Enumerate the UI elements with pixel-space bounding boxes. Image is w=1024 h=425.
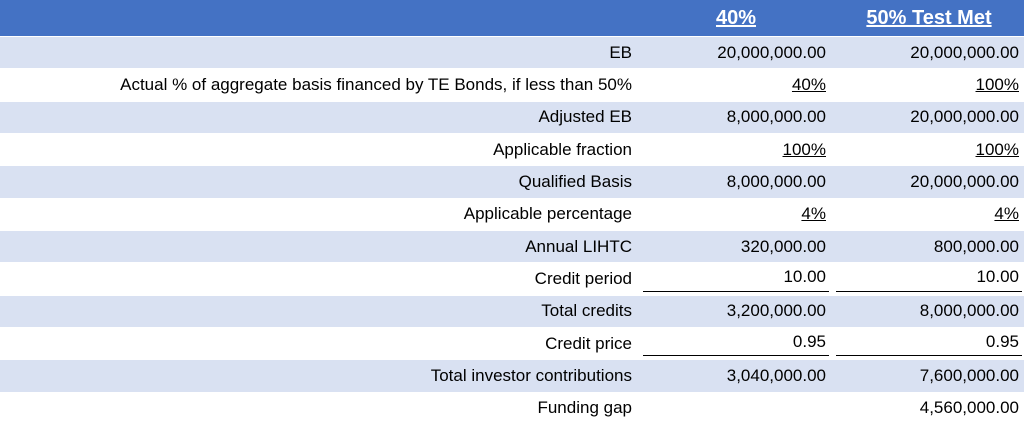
- value-cell: 20,000,000.00: [717, 42, 826, 62]
- value-cell: 40%: [791, 74, 826, 94]
- value-cell: 20,000,000.00: [910, 107, 1019, 127]
- value-cell: 8,000,000.00: [919, 301, 1019, 321]
- table-row: Qualified Basis 8,000,000.00 20,000,000.00: [0, 166, 1024, 199]
- value-cell: 4%: [994, 204, 1019, 224]
- value-cell: 4,560,000.00: [919, 398, 1019, 418]
- value-cell: 100%: [975, 139, 1019, 159]
- table-row: Adjusted EB 8,000,000.00 20,000,000.00: [0, 101, 1024, 134]
- value-cell: 7,600,000.00: [919, 365, 1019, 385]
- value-cell: 20,000,000.00: [910, 171, 1019, 191]
- column-header: 40%: [715, 6, 757, 29]
- table-row: Actual % of aggregate basis financed by …: [0, 69, 1024, 102]
- table-row: EB 20,000,000.00 20,000,000.00: [0, 37, 1024, 70]
- table-row: Funding gap 4,560,000.00: [0, 393, 1024, 425]
- value-cell: 100%: [975, 74, 1019, 94]
- table-row: Applicable percentage 4% 4%: [0, 199, 1024, 231]
- row-label: Actual % of aggregate basis financed by …: [120, 74, 632, 94]
- value-cell: 0.95: [643, 328, 829, 357]
- value-cell: 800,000.00: [933, 236, 1019, 256]
- value-cell: 10.00: [643, 263, 829, 292]
- row-label: Credit period: [534, 268, 632, 288]
- table-row: Total credits 3,200,000.00 8,000,000.00: [0, 295, 1024, 328]
- row-label: EB: [609, 42, 632, 62]
- table-row: Annual LIHTC 320,000.00 800,000.00: [0, 231, 1024, 264]
- row-label: Funding gap: [537, 398, 632, 418]
- row-label: Credit price: [545, 333, 632, 353]
- table-row: Credit period 10.00 10.00: [0, 263, 1024, 296]
- value-cell: [643, 393, 829, 424]
- value-cell: 8,000,000.00: [726, 107, 826, 127]
- table-row: Credit price 0.95 0.95: [0, 328, 1024, 361]
- row-label: Applicable fraction: [493, 139, 632, 159]
- value-cell: 4%: [801, 204, 826, 224]
- value-cell: 8,000,000.00: [726, 171, 826, 191]
- table-row: Total investor contributions 3,040,000.00…: [0, 360, 1024, 393]
- value-cell: 10.00: [836, 263, 1022, 292]
- value-cell: 20,000,000.00: [910, 42, 1019, 62]
- row-label: Annual LIHTC: [525, 236, 632, 256]
- row-label: Adjusted EB: [538, 107, 632, 127]
- row-label: Qualified Basis: [518, 171, 632, 191]
- value-cell: 100%: [782, 139, 826, 159]
- value-cell: 0.95: [836, 328, 1022, 357]
- row-label: Applicable percentage: [463, 204, 632, 224]
- header-row: 40% 50% Test Met: [0, 0, 1024, 37]
- value-cell: 3,200,000.00: [726, 301, 826, 321]
- value-cell: 320,000.00: [740, 236, 826, 256]
- value-cell: 3,040,000.00: [726, 365, 826, 385]
- row-label: Total credits: [541, 301, 632, 321]
- row-label: Total investor contributions: [430, 365, 632, 385]
- column-header: 50% Test Met: [866, 6, 992, 29]
- table-row: Applicable fraction 100% 100%: [0, 134, 1024, 167]
